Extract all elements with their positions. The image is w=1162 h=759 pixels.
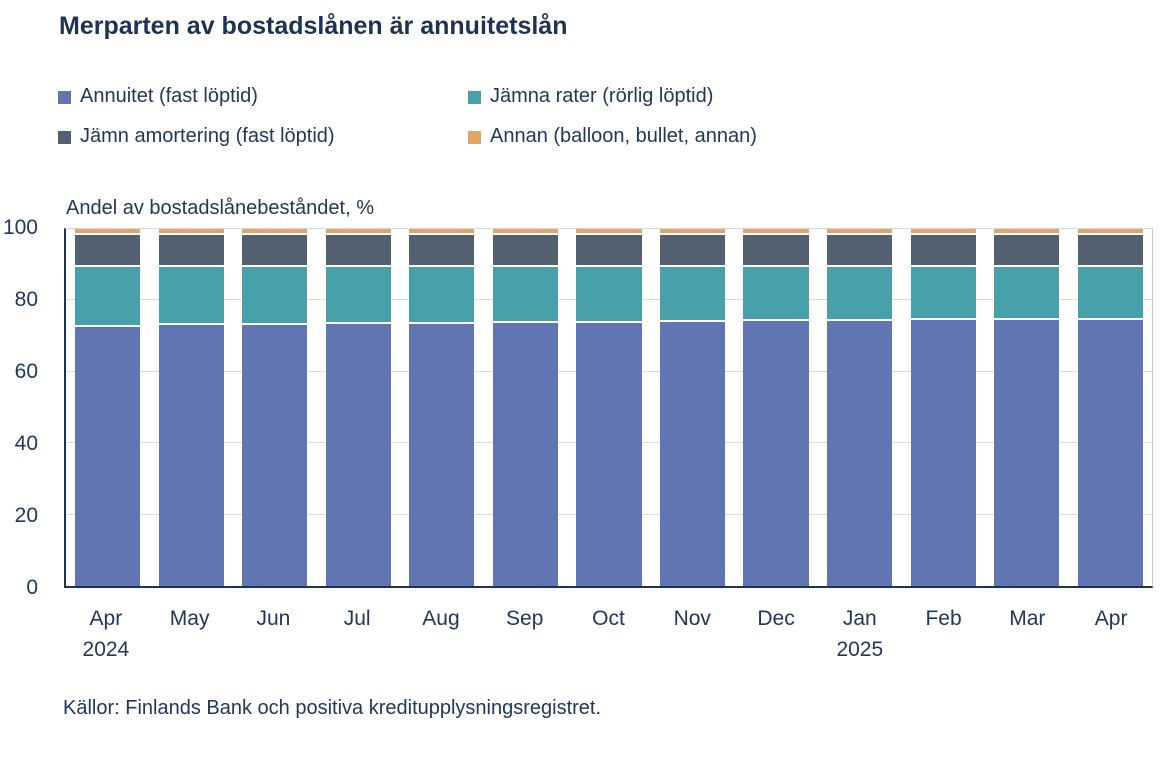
bar-segment — [1077, 319, 1143, 586]
legend-item-2: Jämn amortering (fast löptid) — [58, 125, 468, 148]
bar-segment — [994, 266, 1060, 321]
bar-segment — [743, 234, 809, 267]
bar-segment — [659, 234, 726, 267]
x-tick-label: Apr — [89, 607, 123, 630]
bar-segment — [743, 266, 809, 322]
legend-item-0: Annuitet (fast löptid) — [58, 85, 468, 108]
x-year-label: 2025 — [836, 638, 884, 661]
legend-swatch-icon — [58, 131, 71, 144]
bar-segment — [910, 229, 976, 235]
bar-segment — [409, 229, 475, 235]
legend-swatch-icon — [468, 91, 481, 104]
chart-title: Merparten av bostadslånen är annuitetslå… — [59, 12, 568, 40]
bar-segment — [75, 326, 141, 586]
bar-segment — [1077, 266, 1143, 320]
bar-segment — [158, 229, 224, 235]
plot-area — [64, 228, 1153, 588]
bar-segment — [576, 234, 642, 267]
x-tick-label: Dec — [757, 607, 795, 630]
legend-item-3: Annan (balloon, bullet, annan) — [468, 125, 757, 148]
bar-segment — [743, 229, 809, 235]
bar-segment — [910, 320, 976, 586]
bar-segment — [158, 234, 224, 267]
bar-segment — [576, 266, 642, 323]
legend-label: Jämna rater (rörlig löptid) — [490, 85, 714, 107]
bar-segment — [994, 229, 1060, 235]
y-tick-label: 20 — [14, 504, 38, 527]
bar-segment — [75, 229, 141, 235]
x-tick-label: May — [169, 607, 210, 630]
bar-segment — [242, 324, 308, 586]
x-tick-label: Feb — [925, 607, 962, 630]
y-tick-label: 60 — [14, 360, 38, 383]
bar-segment — [325, 229, 391, 235]
y-tick-label: 40 — [14, 432, 38, 455]
bar-segment — [158, 266, 224, 326]
x-tick-label: Nov — [673, 607, 711, 630]
bar-segment — [827, 266, 893, 321]
bar-segment — [75, 266, 141, 327]
legend-item-1: Jämna rater (rörlig löptid) — [468, 85, 757, 108]
x-tick-label: Jul — [343, 607, 371, 630]
x-tick-label: Oct — [592, 607, 625, 630]
bar-segment — [242, 234, 308, 267]
bar-segment — [994, 320, 1060, 586]
x-year-label: 2024 — [82, 638, 130, 661]
bar-segment — [910, 234, 976, 267]
bar-segment — [242, 229, 308, 235]
bar-segment — [994, 234, 1060, 267]
bar-segment — [910, 266, 976, 321]
bar-segment — [492, 266, 559, 323]
bar-segment — [659, 229, 726, 235]
source-note: Källor: Finlands Bank och positiva kredi… — [63, 697, 602, 719]
bars-layer — [66, 229, 1152, 586]
x-tick-label: Aug — [422, 607, 460, 630]
legend-swatch-icon — [468, 131, 481, 144]
legend-label: Annan (balloon, bullet, annan) — [490, 125, 757, 147]
bar-segment — [576, 229, 642, 235]
legend-label: Jämn amortering (fast löptid) — [80, 125, 335, 147]
bar-segment — [659, 266, 726, 322]
bar-segment — [1077, 229, 1143, 235]
bar-segment — [743, 321, 809, 586]
bar-segment — [492, 322, 559, 586]
y-tick-label: 100 — [2, 216, 38, 239]
x-tick-label: Sep — [506, 607, 544, 630]
bar-segment — [576, 322, 642, 586]
bar-segment — [75, 234, 141, 267]
legend-swatch-icon — [58, 91, 71, 104]
y-axis-tick-labels: 0 20 40 60 80 100 — [0, 0, 38, 759]
y-tick-label: 0 — [26, 576, 38, 599]
bar-segment — [158, 325, 224, 586]
y-tick-label: 80 — [14, 288, 38, 311]
bar-segment — [492, 234, 559, 267]
bar-segment — [409, 323, 475, 586]
bar-segment — [325, 323, 391, 586]
bar-segment — [325, 266, 391, 324]
y-axis-title: Andel av bostadslånebeståndet, % — [66, 197, 374, 219]
legend-label: Annuitet (fast löptid) — [80, 85, 258, 107]
x-tick-label: Jun — [256, 607, 291, 630]
x-tick-label: Mar — [1009, 607, 1046, 630]
bar-segment — [325, 234, 391, 267]
bar-segment — [1077, 234, 1143, 267]
bar-segment — [242, 266, 308, 325]
x-tick-label: Apr — [1094, 607, 1128, 630]
bar-segment — [409, 234, 475, 267]
chart-legend: Annuitet (fast löptid) Jämna rater (rörli… — [58, 85, 757, 148]
bar-segment — [827, 320, 893, 586]
bar-segment — [827, 229, 893, 235]
bar-segment — [659, 321, 726, 586]
bar-segment — [409, 266, 475, 324]
bar-segment — [827, 234, 893, 267]
x-tick-label: Jan — [842, 607, 877, 630]
bar-segment — [492, 229, 559, 235]
